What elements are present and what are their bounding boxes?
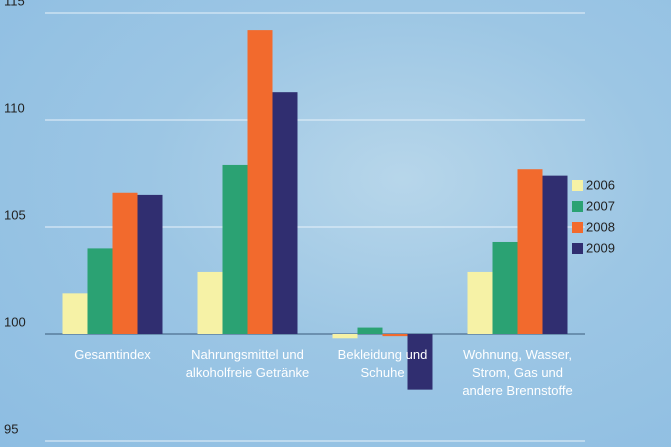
y-tick-label: 95 [4, 421, 18, 436]
y-tick-label: 110 [4, 100, 25, 115]
x-tick-label: Bekleidung und Schuhe [337, 347, 428, 380]
bar [332, 334, 358, 339]
legend-label: 2009 [586, 240, 615, 255]
bar [62, 293, 88, 334]
bar [137, 194, 163, 334]
legend-label: 2006 [586, 177, 615, 192]
x-tick-label: Gesamtindex [74, 347, 151, 362]
legend-swatch [572, 201, 583, 212]
bar [112, 192, 138, 334]
legend-swatch [572, 180, 583, 191]
legend-swatch [572, 243, 583, 254]
bar [407, 334, 433, 390]
bar [467, 271, 493, 334]
x-tick-label: Wohnung, Wasser, Strom, Gas und andere B… [462, 347, 573, 398]
y-tick-label: 115 [4, 0, 25, 8]
legend-label: 2007 [586, 198, 615, 213]
bar [247, 30, 273, 335]
legend-swatch [572, 222, 583, 233]
x-tick-label: Nahrungsmittel und alkoholfreie Getränke [185, 347, 310, 380]
bar [492, 241, 518, 334]
bar [382, 334, 408, 337]
y-tick-label: 105 [4, 207, 26, 222]
legend-label: 2008 [586, 219, 615, 234]
bar [272, 92, 298, 335]
bar [357, 327, 383, 334]
bar [87, 248, 113, 334]
y-tick-label: 100 [4, 314, 26, 329]
bar [542, 175, 568, 334]
bar [222, 164, 248, 334]
bar [517, 169, 543, 334]
bar [197, 271, 223, 334]
